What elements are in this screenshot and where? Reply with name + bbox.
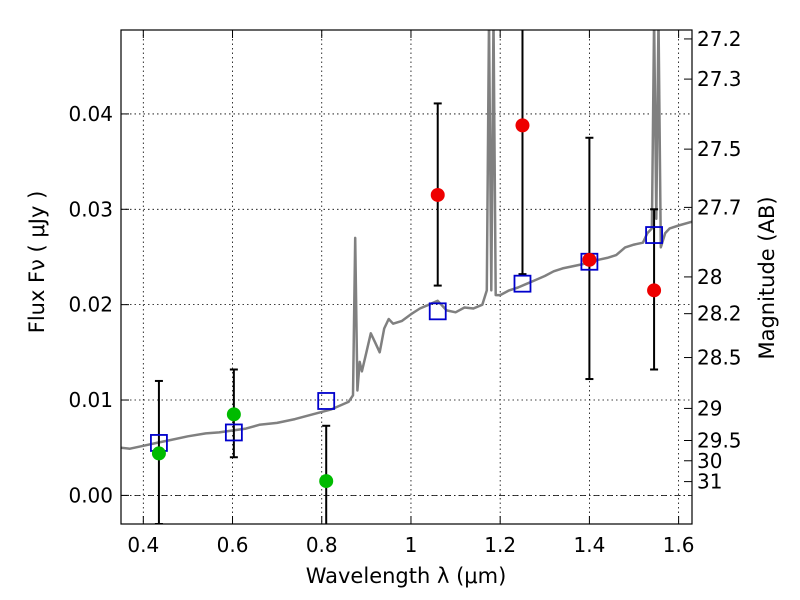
mag-tick-label: 28.2 [697,302,742,326]
x-tick-label: 0.8 [306,533,338,557]
y-tick-label: 0.01 [68,388,113,412]
green-data-point [319,474,334,489]
model-flux-square [224,423,243,442]
x-tick-label: 0.4 [127,533,159,557]
plot-background [121,30,692,524]
y-tick-label: 0.04 [68,102,113,126]
mag-tick-label: 30 [697,449,722,473]
mag-tick-label: 27.3 [697,67,742,91]
green-data-point [226,407,241,422]
model-flux-square [513,274,532,293]
red-data-point [647,283,662,298]
model-flux-square [428,302,447,321]
red-data-point [582,252,597,267]
mag-tick-label: 28 [697,265,722,289]
mag-tick-label: 27.2 [697,27,742,51]
red-data-point [430,187,445,202]
x-tick-label: 1.6 [663,533,695,557]
mag-tick-label: 27.7 [697,195,742,219]
model-flux-square [645,226,663,244]
y-axis-title: Flux Fν ( μJy ) [25,191,49,334]
x-tick-label: 1.2 [484,533,516,557]
mag-tick-label: 27.5 [697,137,742,161]
data-layer [121,30,692,524]
red-data-point [515,118,530,133]
y-tick-label: 0.00 [68,483,113,507]
mag-tick-label: 28.5 [697,346,742,370]
green-data-point [151,446,166,461]
mag-tick-label: 31 [697,470,722,494]
x-tick-label: 0.6 [217,533,249,557]
x-axis-title: Wavelength λ (μm) [306,564,507,588]
y-tick-label: 0.02 [68,293,113,317]
template-spectrum-line [121,30,692,450]
y2-axis-title: Magnitude (AB) [755,196,779,359]
mag-tick-label: 29.5 [697,429,742,453]
x-tick-label: 1.4 [573,533,605,557]
model-flux-square [317,392,336,410]
mag-tick-label: 29 [697,396,722,420]
y-tick-label: 0.03 [68,197,113,221]
ticks: 0.4 0.6 0.8 1 1.2 1.4 1.6 0.00 0.01 0.02 0.03 0.04 2… [68,27,741,557]
x-tick-label: 1 [405,533,418,557]
